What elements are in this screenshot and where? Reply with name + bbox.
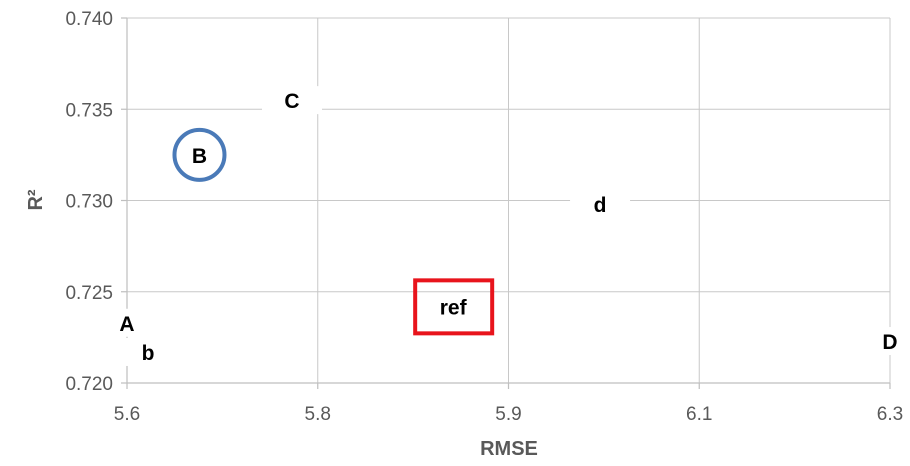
- point-label-ref: ref: [440, 296, 468, 319]
- x-tick-label: 5.6: [114, 404, 140, 425]
- y-tick-label: 0.735: [65, 100, 113, 121]
- point-label-b: b: [142, 342, 155, 365]
- point-label-B: B: [192, 145, 207, 168]
- point-label-D: D: [882, 331, 897, 354]
- x-tick-label: 5.9: [495, 404, 521, 425]
- tick-labels: 0.720 0.725 0.730 0.735 0.740 5.6 5.8 5.9 6.1 6.3: [65, 9, 903, 425]
- highlight-circle-marker: [172, 127, 227, 182]
- y-axis-title: R²: [25, 189, 47, 210]
- y-tick-label: 0.725: [65, 283, 113, 304]
- x-tick-label: 6.3: [877, 404, 903, 425]
- axes: [121, 17, 891, 389]
- x-tick-label: 6.1: [686, 404, 712, 425]
- x-tick-label: 5.8: [305, 404, 331, 425]
- y-tick-label: 0.720: [65, 374, 113, 395]
- point-label-C: C: [284, 90, 299, 113]
- y-tick-label: 0.730: [65, 192, 113, 213]
- x-axis-title: RMSE: [480, 438, 538, 460]
- data-points: Ab B Cd ref D: [97, 86, 910, 366]
- point-label-d: d: [594, 194, 607, 217]
- point-label-background: [860, 327, 910, 356]
- point-label-A: A: [119, 313, 134, 336]
- y-tick-label: 0.740: [65, 9, 113, 30]
- highlight-square-marker: [413, 278, 495, 336]
- point-label-background: [261, 86, 322, 115]
- grid-lines: [127, 17, 891, 383]
- point-label-background: [570, 190, 631, 219]
- point-label-background: [117, 337, 178, 366]
- point-label-background: [97, 308, 157, 337]
